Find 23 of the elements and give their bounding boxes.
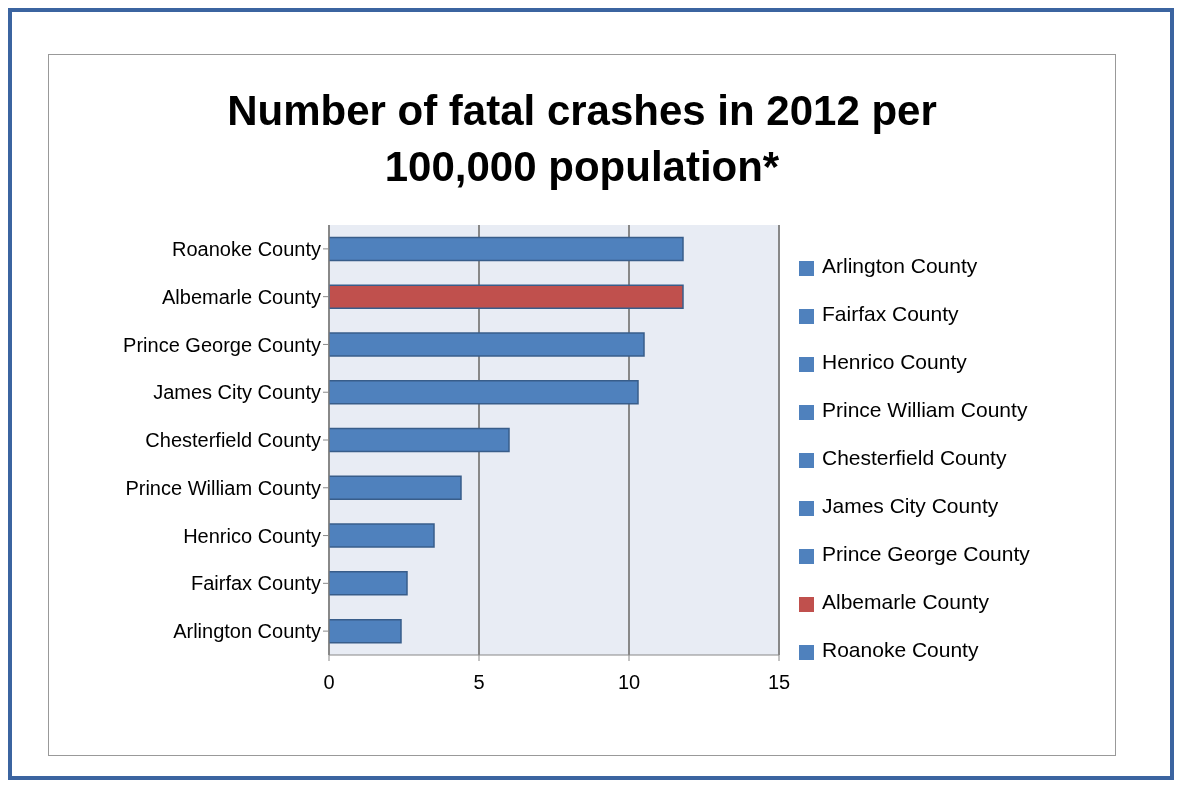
- y-tick-label: Albemarle County: [162, 285, 321, 308]
- legend-label: Prince William County: [822, 398, 1028, 421]
- legend-label: Henrico County: [822, 350, 967, 373]
- y-tick-label: James City County: [153, 381, 321, 404]
- y-tick-label: Chesterfield County: [145, 429, 321, 452]
- y-tick-label: Fairfax County: [190, 572, 321, 595]
- legend-label: Prince George County: [822, 542, 1030, 565]
- y-tick-label: Henrico County: [183, 524, 321, 547]
- legend-label: Roanoke County: [822, 638, 979, 661]
- y-tick-label: Prince William County: [125, 476, 321, 499]
- legend-label: James City County: [822, 494, 999, 517]
- y-tick-label: Prince George County: [123, 333, 321, 356]
- x-tick-label: 0: [323, 671, 335, 694]
- legend-label: Chesterfield County: [822, 446, 1007, 469]
- y-tick-label: Arlington County: [173, 620, 321, 643]
- x-tick-label: 5: [473, 671, 485, 694]
- y-tick-label: Roanoke County: [172, 237, 321, 260]
- chart-title: Number of fatal crashes in 2012 per 100,000 population*: [226, 86, 938, 192]
- legend-label: Fairfax County: [822, 302, 959, 325]
- x-tick-label: 10: [617, 671, 641, 694]
- legend-label: Arlington County: [822, 254, 978, 277]
- legend-label: Albemarle County: [822, 590, 989, 613]
- x-tick-label: 15: [767, 671, 791, 694]
